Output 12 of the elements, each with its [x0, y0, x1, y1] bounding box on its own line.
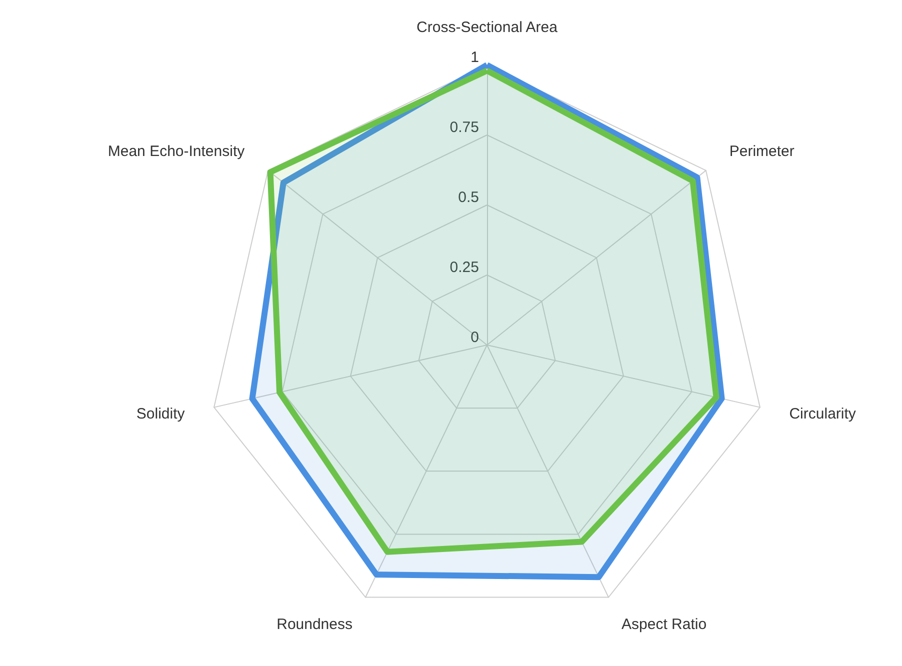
- y-tick-label: 0: [470, 329, 479, 346]
- spoke-label: Circularity: [789, 405, 856, 422]
- spoke-label: Mean Echo-Intensity: [108, 143, 246, 160]
- spoke-label: Perimeter: [729, 143, 794, 160]
- y-tick-label: 0.5: [458, 189, 479, 206]
- spoke-label: Aspect Ratio: [622, 616, 707, 633]
- spoke-label: Solidity: [136, 405, 186, 422]
- spoke-label: Roundness: [276, 616, 352, 633]
- y-tick-label: 1: [470, 49, 479, 66]
- spoke-label: Cross-Sectional Area: [416, 19, 558, 36]
- y-tick-label: 0.25: [450, 259, 479, 276]
- y-tick-label: 0.75: [450, 119, 479, 136]
